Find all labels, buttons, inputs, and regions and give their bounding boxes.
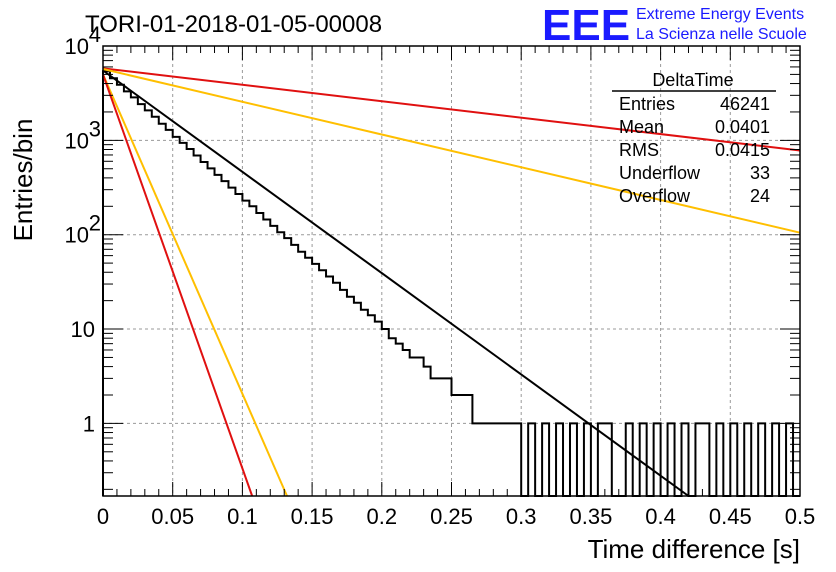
y-axis-title: Entries/bin: [8, 119, 38, 242]
stats-value: 0.0415: [715, 140, 770, 160]
stats-label: Entries: [619, 94, 675, 114]
stats-label: Mean: [619, 117, 664, 137]
stats-label: Overflow: [619, 186, 691, 206]
series-line: [102, 67, 801, 152]
y-tick-exponent: 4: [89, 22, 101, 47]
x-tick-label: 0.35: [569, 504, 612, 529]
series-line: [102, 74, 254, 497]
stats-value: 24: [750, 186, 770, 206]
stats-value: 0.0401: [715, 117, 770, 137]
series-line: [102, 68, 801, 234]
stats-title: DeltaTime: [652, 70, 733, 90]
histogram: [102, 70, 800, 497]
x-tick-label: 0.05: [151, 504, 194, 529]
x-tick-label: 0.15: [291, 504, 334, 529]
logo-line-2: La Scienza nelle Scuole: [636, 26, 807, 43]
x-tick-label: 0.2: [367, 504, 398, 529]
axis-ticks: [102, 45, 801, 496]
x-tick-label: 0.25: [430, 504, 473, 529]
x-tick-labels: 0 0.05 0.1 0.15 0.2 0.25 0.3 0.35 0.4 0.45 0.5: [97, 504, 815, 529]
histogram-outline: [102, 70, 800, 497]
x-tick-label: 0.3: [506, 504, 537, 529]
series-line: [102, 69, 690, 497]
x-tick-label: 0.4: [645, 504, 676, 529]
y-tick-label: 1: [83, 411, 95, 436]
x-tick-label: 0.1: [227, 504, 258, 529]
chart-title: TORI-01-2018-01-05-00008: [85, 11, 382, 38]
stats-value: 33: [750, 163, 770, 183]
y-tick-label: 10: [71, 317, 95, 342]
fit-lines: [102, 67, 801, 497]
y-tick-label: 10: [65, 223, 89, 248]
stats-label: RMS: [619, 140, 659, 160]
logo-line-1: Extreme Energy Events: [636, 6, 804, 23]
stats-box: DeltaTime Entries 46241 Mean 0.0401 RMS …: [612, 70, 776, 206]
stats-label: Underflow: [619, 163, 701, 183]
x-axis-title: Time difference [s]: [588, 534, 800, 564]
x-tick-label: 0: [97, 504, 109, 529]
grid: [103, 46, 800, 496]
stats-value: 46241: [720, 94, 770, 114]
y-tick-label: 10: [65, 128, 89, 153]
series-line: [102, 73, 288, 497]
y-tick-exponent: 2: [89, 211, 101, 236]
x-tick-label: 0.5: [785, 504, 816, 529]
logo: EEE Extreme Energy Events La Scienza nel…: [542, 1, 807, 50]
logo-letters: EEE: [542, 1, 630, 50]
x-tick-label: 0.45: [709, 504, 752, 529]
y-tick-exponent: 3: [89, 116, 101, 141]
y-tick-label: 10: [65, 34, 89, 59]
